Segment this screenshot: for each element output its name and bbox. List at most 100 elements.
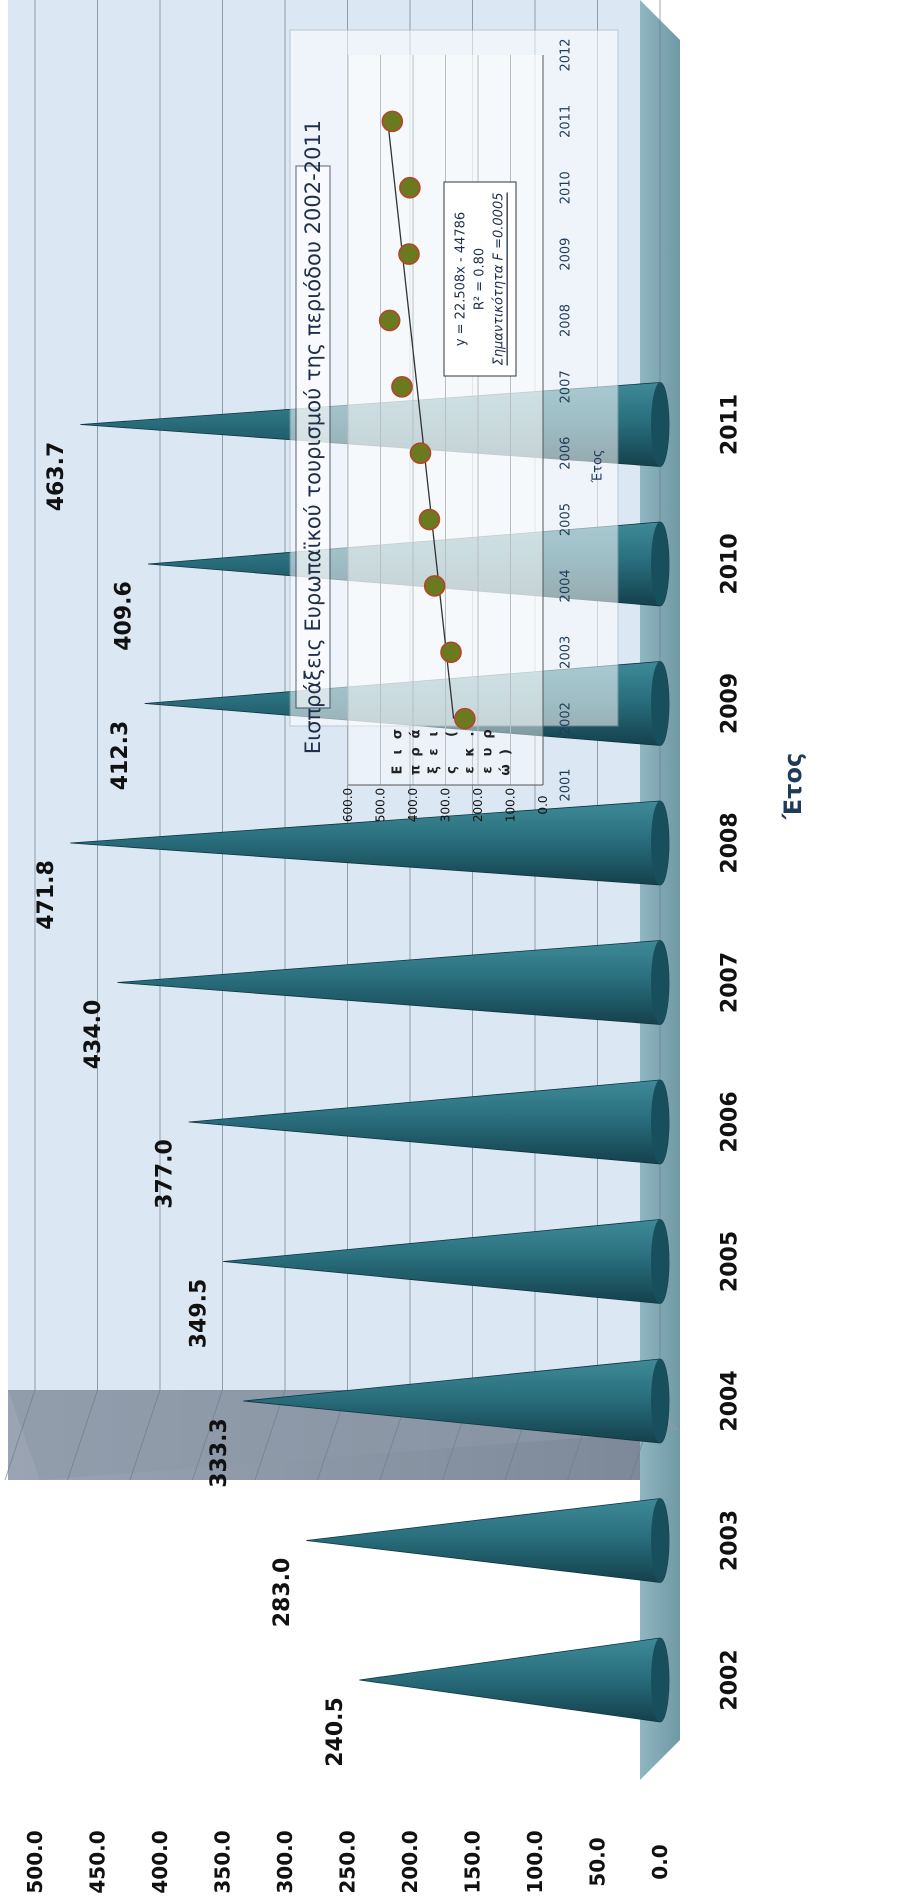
inset-y-axis-title-char: π — [409, 765, 424, 775]
data-label: 349.5 — [187, 1279, 212, 1349]
inset-y-tick-label: 600.0 — [341, 788, 355, 822]
inset-r-squared: R² = 0.80 — [473, 248, 488, 310]
data-label: 434.0 — [81, 1000, 106, 1070]
inset-scatter-point — [418, 508, 441, 531]
inset-y-axis-title-char: ρ — [481, 729, 496, 738]
inset-y-axis-title-char: ς — [445, 766, 460, 774]
inset-x-tick-label: 2006 — [559, 437, 574, 470]
gridline-wall — [67, 1389, 98, 1481]
cone-base — [651, 1219, 669, 1304]
inset-y-axis-title-char: ι — [391, 749, 406, 754]
inset-x-tick-label: 2009 — [559, 238, 574, 271]
y-tick-label: 400.0 — [148, 1830, 172, 1893]
cone-bar — [359, 1637, 670, 1723]
inset-y-axis-title-char: υ — [481, 747, 496, 756]
gridline-wall — [192, 1389, 223, 1481]
inset-x-axis-title: Έτος — [591, 449, 606, 483]
inset-y-axis-title-char: Ε — [391, 766, 406, 775]
inset-trendline — [387, 121, 455, 719]
inset-scatter-point — [398, 243, 420, 265]
y-tick-label: 250.0 — [336, 1830, 360, 1893]
x-tick-label: 2011 — [718, 394, 743, 455]
inset-y-axis-title-char: ) — [499, 749, 514, 755]
cone-base — [651, 1359, 669, 1443]
y-tick-label: 300.0 — [273, 1830, 297, 1893]
inset-y-axis-title-char: σ — [391, 729, 406, 739]
inset-equation: y = 22.508x - 44786 — [454, 212, 469, 346]
inset-scatter-point — [391, 376, 413, 398]
inset-y-axis-title-char: ά — [409, 729, 424, 738]
inset-x-tick-label: 2004 — [559, 569, 574, 602]
data-label: 240.5 — [323, 1697, 348, 1767]
x-axis-title: Έτος — [779, 753, 807, 820]
data-label: 412.3 — [108, 721, 133, 791]
cone-base — [651, 940, 669, 1025]
inset-scatter-point — [409, 442, 432, 464]
inset-scatter-point — [454, 707, 476, 730]
data-label: 463.7 — [44, 442, 69, 512]
cone-base — [651, 382, 669, 467]
inset-equation-box — [443, 181, 517, 377]
cone-base — [651, 1498, 669, 1583]
x-tick-label: 2005 — [718, 1231, 743, 1292]
cone-base — [651, 1638, 669, 1722]
inset-scatter-point — [378, 309, 401, 332]
inset-significance: Σημαντικότητα F =0.0005 — [492, 193, 507, 366]
inset-x-tick-label: 2003 — [559, 636, 574, 669]
data-label: 377.0 — [152, 1139, 177, 1209]
inset-x-tick-label: 2007 — [559, 370, 574, 403]
cone-base — [651, 801, 669, 885]
inset-y-axis-title-char: ξ — [427, 766, 442, 774]
x-tick-label: 2010 — [718, 533, 743, 594]
data-label: 283.0 — [270, 1558, 295, 1628]
inset-x-tick-label: 2001 — [559, 768, 574, 801]
cone-base — [651, 661, 669, 746]
inset-y-tick-label: 200.0 — [471, 788, 485, 822]
inset-y-tick-label: 0.0 — [536, 795, 550, 814]
y-tick-label: 50.0 — [586, 1837, 610, 1886]
inset-scatter-point — [423, 575, 446, 597]
y-tick-label: 200.0 — [398, 1830, 422, 1893]
inset-y-axis-title-char: ι — [427, 731, 442, 736]
x-tick-label: 2002 — [718, 1649, 743, 1710]
y-tick-label: 450.0 — [86, 1830, 110, 1893]
inset-scatter-point — [440, 641, 462, 664]
x-tick-label: 2006 — [718, 1091, 743, 1152]
inset-title: Εισπράξεις Ευρωπαϊκού τουρισμού της περι… — [301, 120, 325, 754]
inset-y-axis-title-char: ε — [427, 748, 442, 755]
gridline-wall — [129, 1389, 161, 1481]
inset-y-axis-title-char: ρ — [409, 747, 424, 756]
data-label: 409.6 — [112, 581, 137, 651]
x-tick-label: 2007 — [718, 952, 743, 1013]
inset-title-box — [295, 165, 331, 709]
inset-x-tick-label: 2002 — [559, 702, 574, 735]
inset-x-tick-label: 2008 — [559, 304, 574, 337]
cone-base — [651, 1080, 669, 1164]
data-label: 333.3 — [207, 1418, 232, 1488]
y-tick-label: 100.0 — [523, 1830, 547, 1893]
cone-base — [651, 522, 669, 606]
inset-y-tick-label: 100.0 — [504, 788, 518, 822]
inset-y-axis-title-char: ε — [481, 766, 496, 773]
inset-y-axis-title-char: . — [463, 732, 478, 737]
x-tick-label: 2003 — [718, 1510, 743, 1571]
data-label: 471.8 — [34, 860, 59, 930]
inset-panel — [289, 29, 619, 727]
y-tick-label: 350.0 — [211, 1830, 235, 1893]
inset-scatter-point — [381, 110, 404, 133]
inset-y-tick-label: 500.0 — [374, 788, 388, 822]
inset-y-tick-label: 300.0 — [439, 788, 453, 822]
inset-scatter-point — [399, 176, 421, 199]
y-tick-label: 0.0 — [648, 1844, 672, 1879]
x-tick-label: 2009 — [718, 673, 743, 734]
inset-y-tick-label: 400.0 — [406, 788, 420, 822]
y-tick-label: 150.0 — [461, 1830, 485, 1893]
inset-y-axis-title-char: ( — [445, 731, 460, 737]
inset-y-axis-title-char: ώ — [499, 764, 514, 775]
inset-y-axis-title-char: ε — [463, 766, 478, 773]
x-tick-label: 2008 — [718, 812, 743, 873]
inset-y-axis-title-char: κ — [463, 747, 478, 756]
